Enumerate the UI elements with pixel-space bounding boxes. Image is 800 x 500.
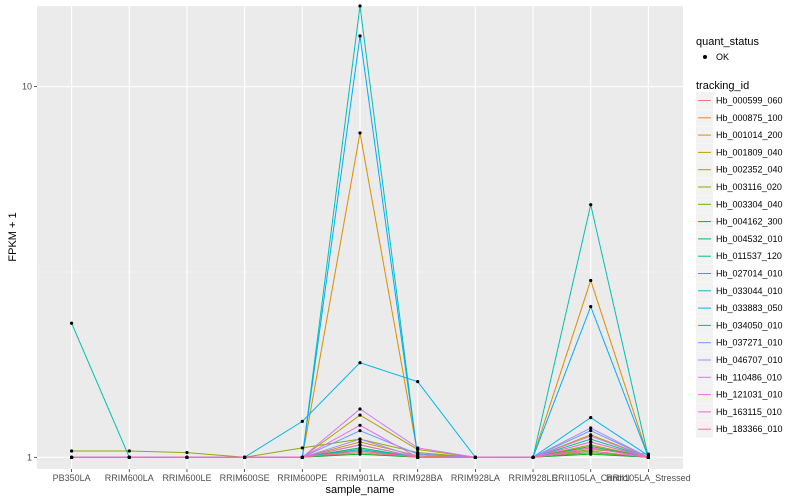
point-Hb_110486_010-9 [589, 434, 593, 438]
point-Hb_046707_010-5 [358, 437, 362, 441]
point-Hb_183366_010-5 [358, 449, 362, 453]
x-tick-label-7: RRIM928LA [451, 473, 500, 483]
legend-label-5: Hb_003116_020 [716, 182, 782, 192]
x-tick-label-10: RRII105LA_Stressed [606, 473, 691, 483]
point-Hb_034050_010-9 [589, 305, 593, 309]
y-axis-title: FPKM + 1 [7, 212, 19, 261]
legend-label-12: Hb_033883_050 [716, 303, 783, 313]
legend-label-14: Hb_037271_010 [716, 338, 783, 348]
point-Hb_121031_010-9 [589, 440, 593, 444]
x-tick-label-9: RRII105LA_Control [552, 473, 630, 483]
point-Hb_046707_010-9 [589, 426, 593, 430]
legend-label-8: Hb_004532_010 [716, 234, 783, 244]
point-Hb_033883_050-4 [300, 419, 304, 423]
legend-label-17: Hb_121031_010 [716, 390, 783, 400]
x-tick-label-2: RRIM600LE [162, 473, 211, 483]
legend-label-11: Hb_033044_010 [716, 286, 783, 296]
legend-label-18: Hb_163115_010 [716, 407, 782, 417]
point-Hb_183366_010-1 [127, 455, 131, 459]
y-tick-label-1: 10 [22, 82, 32, 92]
legend-shape-key [703, 55, 707, 59]
y-tick-label-0: 1 [27, 452, 32, 462]
point-Hb_027014_010-5 [358, 4, 362, 8]
x-tick-label-1: RRIM600LA [105, 473, 154, 483]
point-Hb_183366_010-9 [589, 449, 593, 453]
legend-label-1: Hb_000875_100 [716, 113, 783, 123]
legend-label-7: Hb_004162_300 [716, 217, 783, 227]
point-Hb_004162_300-5 [358, 452, 362, 456]
legend-shape-label: OK [716, 52, 729, 62]
legend-label-2: Hb_001014_200 [716, 130, 783, 140]
legend-label-4: Hb_002352_040 [716, 165, 783, 175]
point-Hb_001809_040-5 [358, 440, 362, 444]
point-Hb_033883_050-5 [358, 361, 362, 365]
y-axis: 1 10 [22, 82, 37, 462]
grid [37, 6, 683, 469]
point-Hb_163115_010-5 [358, 443, 362, 447]
point-Hb_003116_020-2 [185, 450, 189, 455]
x-tick-label-8: RRIM928LE [509, 473, 558, 483]
legend-label-6: Hb_003304_040 [716, 199, 783, 209]
point-Hb_003116_020-4 [300, 446, 304, 450]
point-Hb_037271_010-5 [358, 429, 362, 433]
legend-label-0: Hb_000599_060 [716, 96, 783, 106]
point-Hb_002352_040-5 [358, 413, 362, 417]
point-Hb_163115_010-9 [589, 446, 593, 450]
point-Hb_011537_120-9 [589, 437, 593, 441]
point-Hb_027014_010-9 [589, 203, 593, 207]
point-Hb_110486_010-5 [358, 407, 362, 411]
x-tick-label-3: RRIM600SE [220, 473, 270, 483]
point-Hb_183366_010-2 [185, 455, 189, 459]
legend-shape-title: quant_status [696, 36, 759, 48]
legend-label-16: Hb_110486_010 [716, 372, 782, 382]
data-points [70, 4, 650, 459]
point-Hb_183366_010-7 [473, 455, 477, 459]
point-Hb_121031_010-5 [358, 423, 362, 427]
point-Hb_001014_200-5 [358, 131, 362, 135]
point-Hb_033883_050-9 [589, 415, 593, 420]
legend-color-items: Hb_000599_060 Hb_000875_100 Hb_001014_200 H… [696, 92, 783, 438]
point-Hb_034050_010-5 [358, 34, 362, 38]
point-Hb_027014_010-0 [70, 321, 74, 325]
point-Hb_003116_020-0 [70, 449, 74, 453]
point-Hb_004162_300-9 [589, 452, 593, 456]
legend-color-title: tracking_id [696, 80, 749, 92]
point-Hb_183366_010-3 [243, 455, 247, 459]
x-tick-label-4: RRIM600PE [277, 473, 327, 483]
point-Hb_110486_010-6 [416, 446, 420, 450]
x-tick-label-0: PB350LA [53, 473, 91, 483]
x-axis: PB350LA RRIM600LA RRIM600LE RRIM600SE RRIM60… [53, 469, 691, 483]
point-Hb_183366_010-10 [646, 455, 650, 459]
legend-label-3: Hb_001809_040 [716, 147, 783, 157]
point-Hb_037271_010-6 [416, 452, 420, 456]
x-tick-label-5: RRIM901LA [335, 473, 384, 483]
legend-label-9: Hb_011537_120 [716, 251, 782, 261]
legend-label-15: Hb_046707_010 [716, 355, 783, 365]
legend-label-19: Hb_183366_010 [716, 424, 783, 434]
point-Hb_033883_050-6 [416, 380, 420, 384]
point-Hb_183366_010-8 [531, 455, 535, 459]
point-Hb_183366_010-0 [70, 455, 74, 459]
legend: quant_status OK tracking_id Hb_000599_06… [696, 36, 783, 438]
legend-label-13: Hb_034050_010 [716, 320, 783, 330]
point-Hb_003116_020-1 [127, 449, 131, 453]
legend-label-10: Hb_027014_010 [716, 269, 783, 279]
point-Hb_037271_010-9 [589, 429, 593, 433]
point-Hb_183366_010-4 [300, 455, 304, 459]
point-Hb_001014_200-9 [589, 278, 593, 283]
x-axis-title: sample_name [325, 484, 394, 496]
x-tick-label-6: RRIM928BA [393, 473, 443, 483]
point-Hb_183366_010-6 [416, 455, 420, 459]
